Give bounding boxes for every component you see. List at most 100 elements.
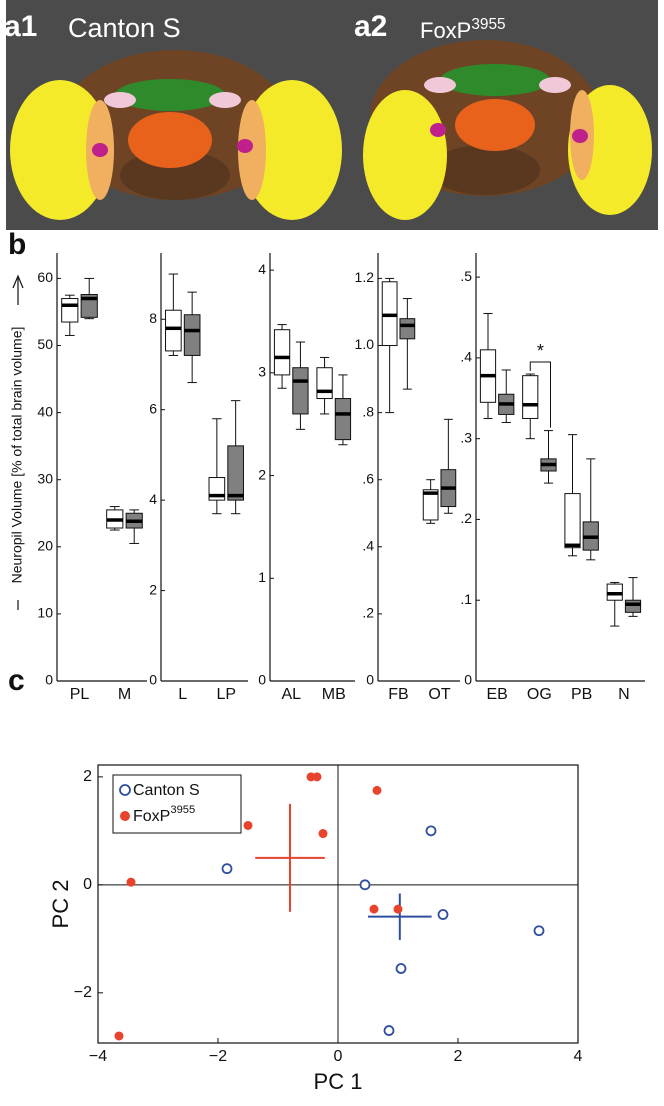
optic-lobe <box>242 80 342 220</box>
box-group <box>479 312 497 419</box>
data-point <box>383 1025 395 1036</box>
box-group <box>227 400 244 515</box>
panel-label: c <box>8 664 25 697</box>
y-tick-label: 2 <box>83 768 92 785</box>
brain-renderings <box>6 0 658 230</box>
data-point <box>243 820 253 830</box>
box-group <box>80 277 98 320</box>
y-tick-label: 8 <box>149 310 157 326</box>
x-tick-label: 2 <box>454 1048 463 1065</box>
y-tick-label: .5 <box>460 268 472 284</box>
y-tick-label: .1 <box>460 591 472 607</box>
optic-glomerulus <box>572 129 588 143</box>
box-group <box>61 294 79 336</box>
box <box>165 309 182 352</box>
optic-glomerulus <box>430 123 446 137</box>
box <box>399 318 416 340</box>
box-group <box>399 298 416 390</box>
ylabel-arrowhead <box>12 274 24 289</box>
x-tick-label: −4 <box>89 1048 107 1065</box>
x-tick-label: N <box>618 686 630 703</box>
x-tick-label: PB <box>571 686 592 703</box>
antennal-lobe <box>455 99 535 151</box>
x-tick-label: PL <box>70 686 90 703</box>
optic-lobe <box>10 80 110 220</box>
brain-left <box>10 50 342 220</box>
panel-label: a2 <box>354 10 387 43</box>
x-tick-label: EB <box>486 686 507 703</box>
y-tick-label: 4 <box>149 491 157 507</box>
y-tick-label: 1.0 <box>355 336 375 352</box>
box <box>624 599 642 613</box>
panel-title: Canton S <box>68 13 181 43</box>
box <box>334 398 352 441</box>
box-group <box>334 374 352 446</box>
y-tick-label: 3 <box>258 364 266 380</box>
y-tick-label: 0 <box>83 876 92 893</box>
legend-box <box>112 774 242 834</box>
data-point <box>425 825 437 837</box>
legend-marker <box>120 811 130 821</box>
y-tick-label: 0 <box>366 672 374 688</box>
y-tick-label: .6 <box>362 470 374 486</box>
y-tick-label: .4 <box>460 349 472 365</box>
x-tick-label: LP <box>216 686 236 703</box>
brain-lower <box>430 145 540 195</box>
box <box>316 367 333 400</box>
significance-bracket <box>529 361 552 428</box>
box-group <box>582 458 599 561</box>
box-group <box>440 418 457 514</box>
x-tick-label: AL <box>281 686 301 703</box>
y-tick-label: 1 <box>258 569 266 585</box>
box <box>227 445 244 501</box>
brain-right <box>363 40 652 220</box>
y-tick-label: 0 <box>149 672 157 688</box>
x-tick-label: 4 <box>574 1048 583 1065</box>
y-tick-label: .4 <box>362 538 374 554</box>
y-tick-label: 2 <box>258 466 266 482</box>
legend-label: FoxP3955 <box>133 804 195 825</box>
y-tick-label: 2 <box>149 581 157 597</box>
optic-lobe <box>363 90 447 220</box>
panel-label: a1 <box>4 10 37 43</box>
y-tick-label: 20 <box>37 538 53 554</box>
x-tick-label: OT <box>428 686 450 703</box>
data-point <box>126 877 136 887</box>
y-axis-label: Neuropil Volume [% of total brain volume… <box>9 327 25 584</box>
box <box>183 314 201 356</box>
data-point <box>369 904 379 914</box>
box-group <box>165 273 182 356</box>
box-group <box>292 341 309 430</box>
box <box>564 493 581 549</box>
x-tick-label: M <box>118 686 131 703</box>
box <box>61 298 79 323</box>
data-point <box>312 772 322 782</box>
box-group <box>106 506 124 531</box>
x-tick-label: FB <box>388 686 408 703</box>
data-point <box>359 879 371 891</box>
data-point <box>372 785 382 795</box>
data-point <box>395 963 407 974</box>
y-tick-label: 6 <box>149 400 157 416</box>
lateral-horn <box>539 77 571 93</box>
mushroom-body <box>440 64 550 96</box>
y-tick-label: 50 <box>37 336 53 352</box>
data-point <box>114 1031 124 1041</box>
lobula <box>238 100 266 200</box>
legend-marker <box>119 784 131 796</box>
y-tick-label: 30 <box>37 470 53 486</box>
y-tick-label: .8 <box>362 403 374 419</box>
box <box>422 489 439 521</box>
box-group <box>522 373 539 440</box>
y-tick-label: 0 <box>45 672 53 688</box>
y-tick-label: 40 <box>37 403 53 419</box>
panel-title: FoxP3955 <box>420 16 506 43</box>
antennal-lobe <box>128 112 212 168</box>
data-point <box>533 925 545 937</box>
optic-glomerulus <box>237 139 253 153</box>
x-tick-label: MB <box>322 686 346 703</box>
box-group <box>498 369 515 424</box>
x-tick-label: −2 <box>209 1048 227 1065</box>
box-group <box>316 356 333 415</box>
